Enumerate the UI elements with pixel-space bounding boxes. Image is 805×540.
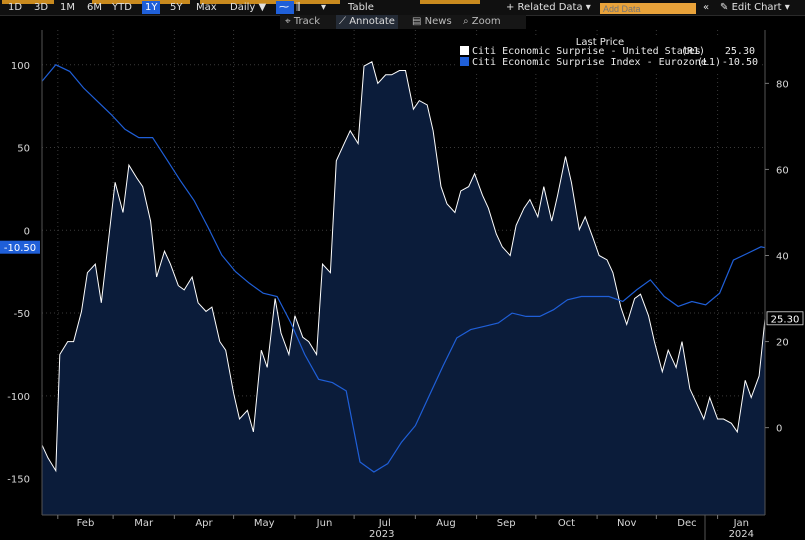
zoom-button[interactable]: ⌕ Zoom xyxy=(463,16,501,27)
right-tick-label: 80 xyxy=(776,79,789,90)
left-tick-label: -50 xyxy=(14,309,30,320)
collapse-icon[interactable]: « xyxy=(703,2,710,13)
x-tick-label: Nov xyxy=(617,518,637,529)
pencil-icon: ✎ xyxy=(720,2,732,13)
last-value-tag-ez: -10.50 xyxy=(0,240,40,254)
last-value-tag-us: 25.30 xyxy=(766,311,804,325)
us-surprise-area xyxy=(42,61,765,516)
x-tick-label: Sep xyxy=(497,518,516,529)
start-date-field[interactable] xyxy=(2,0,54,4)
chart-tools-bar: ⌖ Track ⟋ Annotate ▤ News ⌕ Zoom xyxy=(280,15,526,29)
security-field[interactable] xyxy=(200,0,340,4)
legend-axis-ez: (L1) xyxy=(697,57,721,68)
legend-label-us: Citi Economic Surprise - United States xyxy=(472,46,701,57)
track-button[interactable]: ⌖ Track xyxy=(285,16,320,27)
svg-text:25.30: 25.30 xyxy=(771,314,800,325)
frequency-select[interactable]: Daily ▼ xyxy=(230,2,267,13)
x-tick-label: May xyxy=(254,518,275,529)
line-chart-icon[interactable]: ⁓ xyxy=(276,1,294,14)
news-icon: ▤ xyxy=(412,16,425,27)
right-tick-label: 40 xyxy=(776,252,789,263)
legend-last-us: 25.30 xyxy=(725,46,755,57)
right-axis: 80 60 40 20 0 xyxy=(765,79,789,435)
x-tick-label: Feb xyxy=(77,518,95,529)
range-button-6m[interactable]: 6M xyxy=(87,2,102,13)
annotate-icon: ⟋ xyxy=(339,16,350,27)
range-button-1m[interactable]: 1M xyxy=(60,2,75,13)
range-button-1y[interactable]: 1Y xyxy=(142,1,161,14)
crosshair-icon: ⌖ xyxy=(285,16,294,27)
left-tick-label: -150 xyxy=(7,475,30,486)
range-button-5y[interactable]: 5Y xyxy=(170,2,183,13)
left-tick-label: 50 xyxy=(17,144,30,155)
bar-chart-icon[interactable]: ⫼ xyxy=(296,2,301,13)
legend-last-ez: -10.50 xyxy=(722,57,758,68)
left-tick-label: -100 xyxy=(7,392,30,403)
x-tick-label: Mar xyxy=(134,518,154,529)
end-date-field[interactable] xyxy=(92,0,190,4)
x-tick-label: Jul xyxy=(378,518,391,529)
range-button-ytd[interactable]: YTD xyxy=(112,2,132,13)
right-tick-label: 20 xyxy=(776,338,789,349)
key-events-field[interactable] xyxy=(420,0,480,4)
left-axis: 100 50 0 -50 -100 -150 xyxy=(7,61,30,486)
related-data-button[interactable]: + Related Data ▾ xyxy=(506,2,591,13)
range-button-3d[interactable]: 3D xyxy=(34,2,49,13)
us-surprise-line xyxy=(41,61,766,473)
left-tick-label: 100 xyxy=(11,61,30,72)
legend-title: Last Price xyxy=(576,37,624,48)
range-button-1d[interactable]: 1D xyxy=(8,2,23,13)
x-tick-label: Aug xyxy=(436,518,456,529)
x-axis: Feb Mar Apr May Jun Jul Aug Sep Oct Nov Dec Jan 2023… xyxy=(57,515,754,540)
x-tick-label: Apr xyxy=(195,518,213,529)
legend-axis-us: (R1) xyxy=(681,46,705,57)
add-data-input[interactable] xyxy=(600,3,696,14)
x-tick-label: Jan xyxy=(733,518,749,529)
svg-text:-10.50: -10.50 xyxy=(4,243,36,254)
edit-chart-button[interactable]: ✎ Edit Chart ▾ xyxy=(720,2,790,13)
table-button[interactable]: Table xyxy=(348,2,374,13)
legend-background xyxy=(455,35,760,71)
chart-type-menu-icon[interactable]: ▾ xyxy=(321,2,327,13)
legend-label-ez: Citi Economic Surprise Index - Eurozone xyxy=(472,57,707,68)
x-tick-label: Oct xyxy=(558,518,575,529)
legend: Last Price Citi Economic Surprise - Unit… xyxy=(455,35,760,71)
year-label: 2023 xyxy=(369,529,394,540)
eurozone-surprise-line xyxy=(41,64,766,473)
left-tick-label: 0 xyxy=(24,226,30,237)
x-tick-label: Jun xyxy=(316,518,333,529)
right-tick-label: 60 xyxy=(776,165,789,176)
legend-swatch-us xyxy=(460,46,469,55)
magnifier-icon: ⌕ xyxy=(463,16,472,27)
legend-swatch-ez xyxy=(460,57,469,66)
news-button[interactable]: ▤ News xyxy=(412,16,452,27)
x-tick-label: Dec xyxy=(677,518,696,529)
annotate-button[interactable]: ⟋ Annotate xyxy=(336,15,398,29)
range-button-max[interactable]: Max xyxy=(196,2,217,13)
right-tick-label: 0 xyxy=(776,424,782,435)
year-label: 2024 xyxy=(729,529,754,540)
